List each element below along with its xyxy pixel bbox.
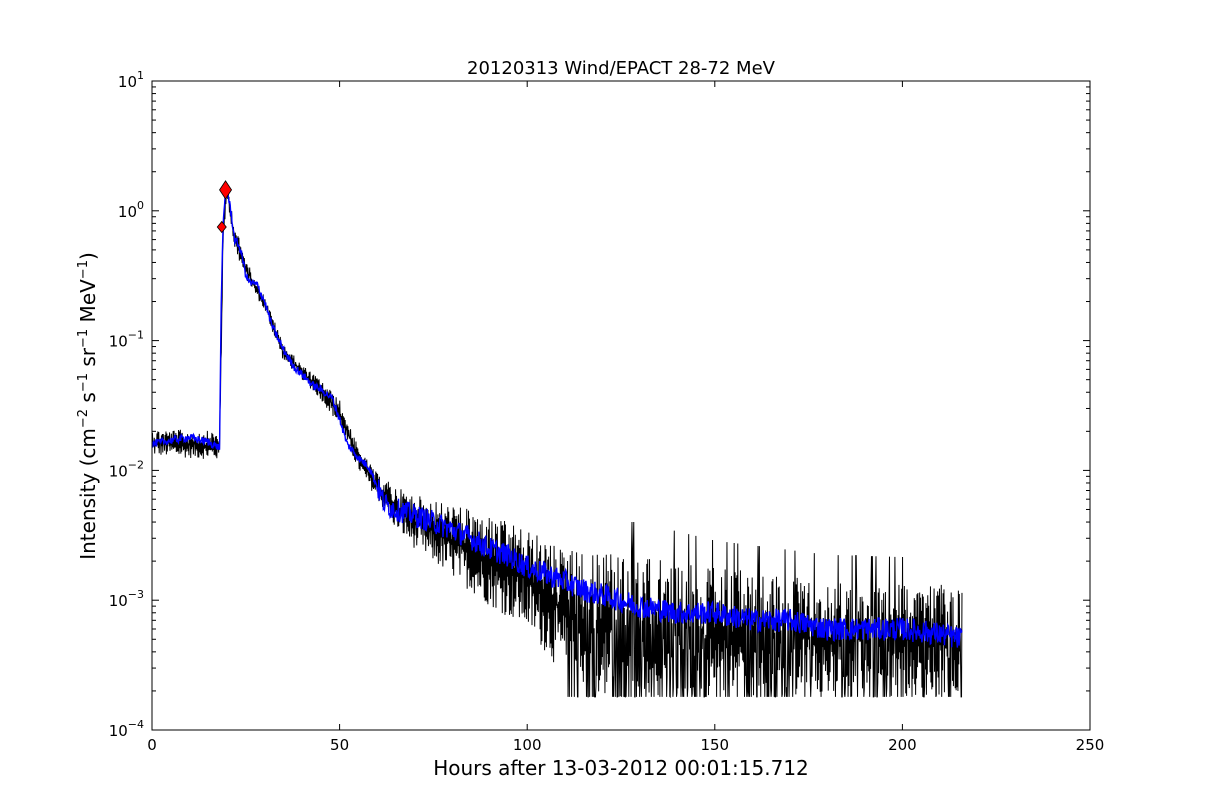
y-tick-label: 10−1 <box>109 329 144 351</box>
y-tick-label: 100 <box>118 199 144 221</box>
x-tick-label: 100 <box>513 736 542 754</box>
x-tick-label: 50 <box>330 736 349 754</box>
x-tick-label: 200 <box>888 736 917 754</box>
x-tick-label: 250 <box>1076 736 1105 754</box>
peak-marker-2 <box>219 180 233 200</box>
x-tick-label: 0 <box>147 736 157 754</box>
x-tick-label: 150 <box>700 736 729 754</box>
peak-marker-1 <box>216 220 227 234</box>
y-tick-label: 101 <box>118 69 144 91</box>
y-tick-label: 10−3 <box>109 588 144 610</box>
chart-title: 20120313 Wind/EPACT 28-72 MeV <box>467 58 776 79</box>
plot-frame <box>151 80 1091 731</box>
x-axis: 0 50 100 150 200 250 <box>147 81 1104 754</box>
series-smoothed-line <box>152 189 963 648</box>
y-axis: 10−4 10−3 10−2 10−1 100 101 <box>109 69 1090 740</box>
peak-markers <box>216 180 233 234</box>
y-axis-label: Intensity (cm−2 s−1 sr−1 MeV−1) <box>76 252 100 560</box>
plot-data <box>152 187 963 699</box>
y-tick-label: 10−2 <box>109 458 144 480</box>
x-axis-label: Hours after 13-03-2012 00:01:15.712 <box>433 756 809 780</box>
y-tick-label: 10−4 <box>109 718 144 740</box>
